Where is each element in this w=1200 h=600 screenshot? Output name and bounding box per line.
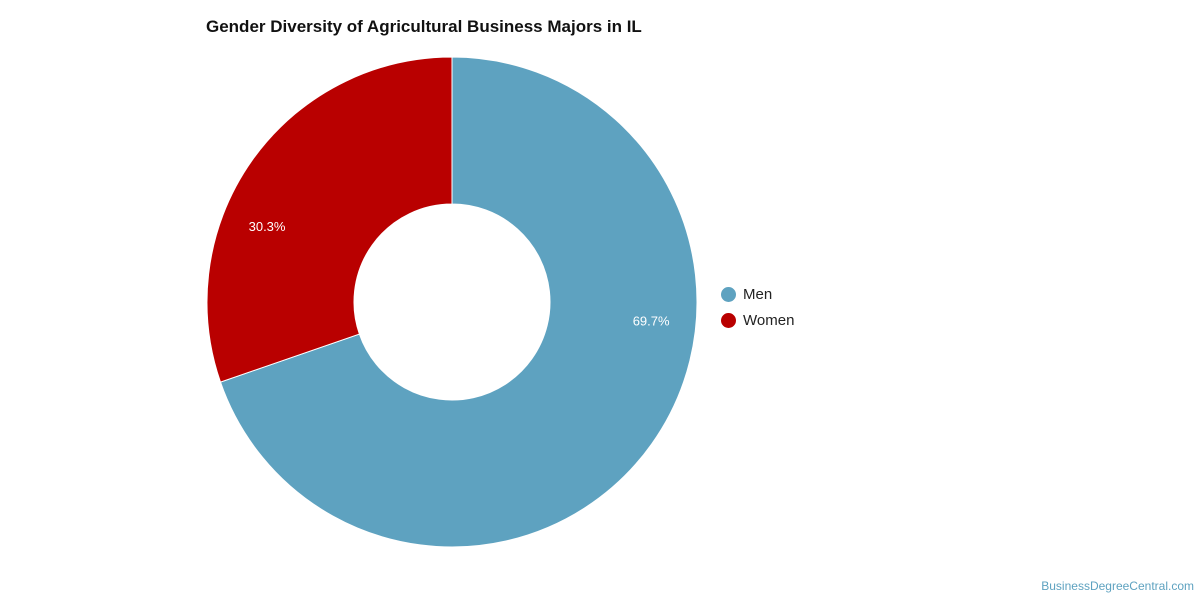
legend: Men Women <box>721 281 794 333</box>
legend-label-men: Men <box>743 285 773 303</box>
legend-item-men[interactable]: Men <box>721 281 794 307</box>
legend-swatch-men <box>721 286 736 302</box>
legend-label-women: Women <box>743 311 795 329</box>
chart-title: Gender Diversity of Agricultural Busines… <box>206 17 642 36</box>
data-label-men: 69.7% <box>633 314 670 329</box>
legend-swatch-women <box>721 312 736 328</box>
slice-women[interactable] <box>206 56 453 383</box>
data-label-women: 30.3% <box>249 219 286 234</box>
legend-item-women[interactable]: Women <box>721 307 794 333</box>
source-credit[interactable]: BusinessDegreeCentral.com <box>1041 579 1194 593</box>
slice-men[interactable] <box>219 56 698 548</box>
